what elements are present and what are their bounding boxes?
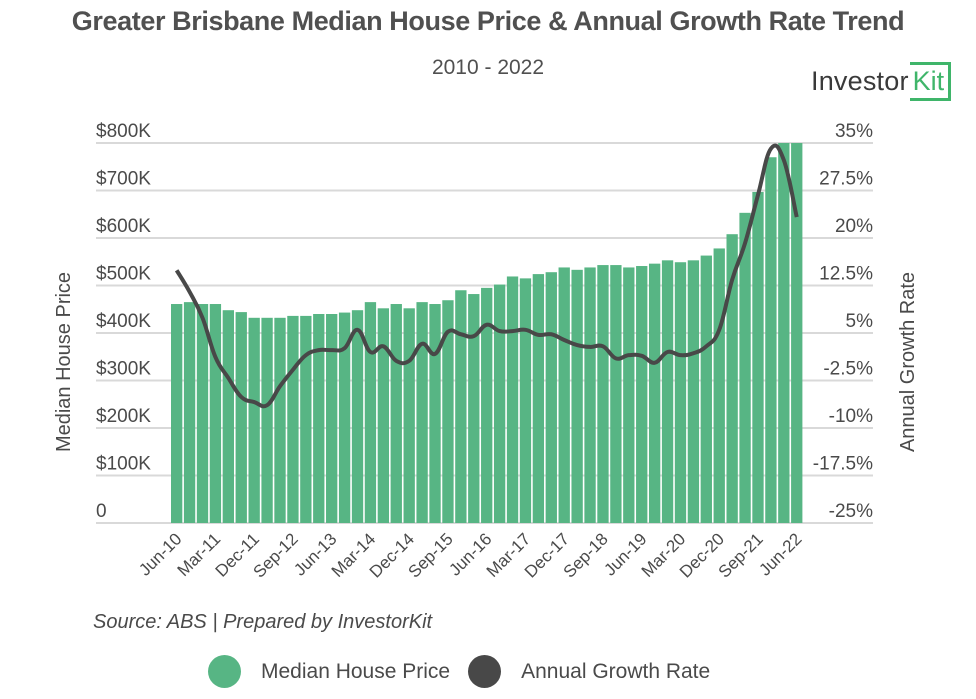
y-tick-label: $100K <box>96 454 151 475</box>
y2-axis-title: Annual Growth Rate <box>897 272 919 452</box>
legend-item-price[interactable]: Median House Price <box>208 655 450 688</box>
price-bar[interactable] <box>481 287 493 523</box>
price-bar[interactable] <box>338 312 351 523</box>
price-bar[interactable] <box>584 267 596 523</box>
y-axis-title: Median House Price <box>53 272 75 452</box>
chart-title: Greater Brisbane Median House Price & An… <box>71 6 905 36</box>
price-bar[interactable] <box>700 255 712 523</box>
price-bar[interactable] <box>274 317 286 523</box>
price-bar[interactable] <box>532 274 545 523</box>
legend-label-price: Median House Price <box>261 659 451 683</box>
price-bar[interactable] <box>287 315 299 523</box>
price-bar[interactable] <box>726 234 738 523</box>
price-bar[interactable] <box>403 308 415 523</box>
y2-tick-label: -10% <box>829 406 873 427</box>
price-bar[interactable] <box>455 290 467 523</box>
price-bar[interactable] <box>791 143 803 523</box>
price-bar[interactable] <box>429 304 441 523</box>
price-bar[interactable] <box>313 314 325 523</box>
y-tick-label: 0 <box>96 501 107 522</box>
y2-tick-label: -17.5% <box>813 454 873 475</box>
y2-tick-label: 5% <box>846 311 874 332</box>
logo-text: Investor <box>811 65 909 96</box>
price-bar[interactable] <box>739 212 751 523</box>
y2-tick-label: 20% <box>835 216 873 237</box>
y2-tick-label: -2.5% <box>823 359 873 380</box>
logo-kit-mark: Kit <box>909 61 952 101</box>
price-bar[interactable] <box>571 269 583 523</box>
legend-label-growth: Annual Growth Rate <box>521 659 711 683</box>
y2-tick-label: 12.5% <box>819 264 873 285</box>
price-bar[interactable] <box>209 304 222 523</box>
price-bar[interactable] <box>235 312 247 523</box>
x-tick-label: Jun-22 <box>755 529 805 579</box>
price-bar[interactable] <box>248 317 260 523</box>
y-tick-label: $500K <box>96 264 151 285</box>
y-tick-label: $800K <box>96 121 151 142</box>
y2-tick-label: -25% <box>829 501 873 522</box>
investorkit-logo: Investor Kit <box>811 61 952 101</box>
y-tick-label: $400K <box>96 311 151 332</box>
price-bar[interactable] <box>442 300 454 523</box>
price-bar[interactable] <box>623 267 635 523</box>
price-bar[interactable] <box>558 267 570 523</box>
price-bar[interactable] <box>674 262 687 523</box>
y-axis-left: 0 $100K $200K $300K $400K $500K $600K $700K $800… <box>96 121 151 522</box>
price-bar[interactable] <box>610 265 622 523</box>
price-bar[interactable] <box>661 260 674 523</box>
price-bar[interactable] <box>351 310 364 523</box>
price-bar[interactable] <box>196 304 209 523</box>
y-tick-label: $200K <box>96 406 151 427</box>
chart-subtitle: 2010 - 2022 <box>431 56 545 79</box>
price-bar[interactable] <box>377 308 390 523</box>
price-bar[interactable] <box>506 276 519 523</box>
price-bar[interactable] <box>183 302 196 523</box>
price-bar[interactable] <box>713 248 725 523</box>
growth-rate-line <box>174 143 799 409</box>
price-bar[interactable] <box>597 265 609 523</box>
price-bar[interactable] <box>300 315 312 523</box>
price-bar[interactable] <box>545 272 557 523</box>
y-tick-label: $300K <box>96 359 151 380</box>
y-axis-right: -25% -17.5% -10% -2.5% 5% 12.5% 20% 27.5% 35% <box>813 121 873 522</box>
y-tick-label: $700K <box>96 169 151 190</box>
price-bar[interactable] <box>648 263 661 523</box>
legend: Median House Price Annual Growth Rate <box>208 655 728 688</box>
y-tick-label: $600K <box>96 216 151 237</box>
price-bar[interactable] <box>222 310 234 523</box>
bar-series <box>171 143 803 524</box>
y2-tick-label: 27.5% <box>819 169 873 190</box>
x-axis: Jun-10Mar-11Dec-11Sep-12Jun-13Mar-14Dec-… <box>135 529 805 581</box>
price-bar[interactable] <box>687 260 700 523</box>
legend-item-growth[interactable]: Annual Growth Rate <box>468 655 710 688</box>
price-bar[interactable] <box>261 317 273 523</box>
price-bar[interactable] <box>416 302 428 523</box>
price-bar[interactable] <box>752 191 764 524</box>
price-bar[interactable] <box>326 314 338 523</box>
price-bar[interactable] <box>636 266 648 523</box>
price-bar[interactable] <box>364 302 377 523</box>
price-bar[interactable] <box>519 278 532 523</box>
price-bar[interactable] <box>468 294 480 523</box>
legend-swatch-price <box>208 655 241 688</box>
y2-tick-label: 35% <box>835 121 873 142</box>
price-bar[interactable] <box>390 304 402 523</box>
price-bar[interactable] <box>778 143 790 523</box>
price-bar[interactable] <box>765 157 777 523</box>
source-note: Source: ABS | Prepared by InvestorKit <box>93 611 433 633</box>
price-bar[interactable] <box>171 304 183 523</box>
price-bar[interactable] <box>493 284 506 523</box>
legend-swatch-growth <box>468 655 502 688</box>
